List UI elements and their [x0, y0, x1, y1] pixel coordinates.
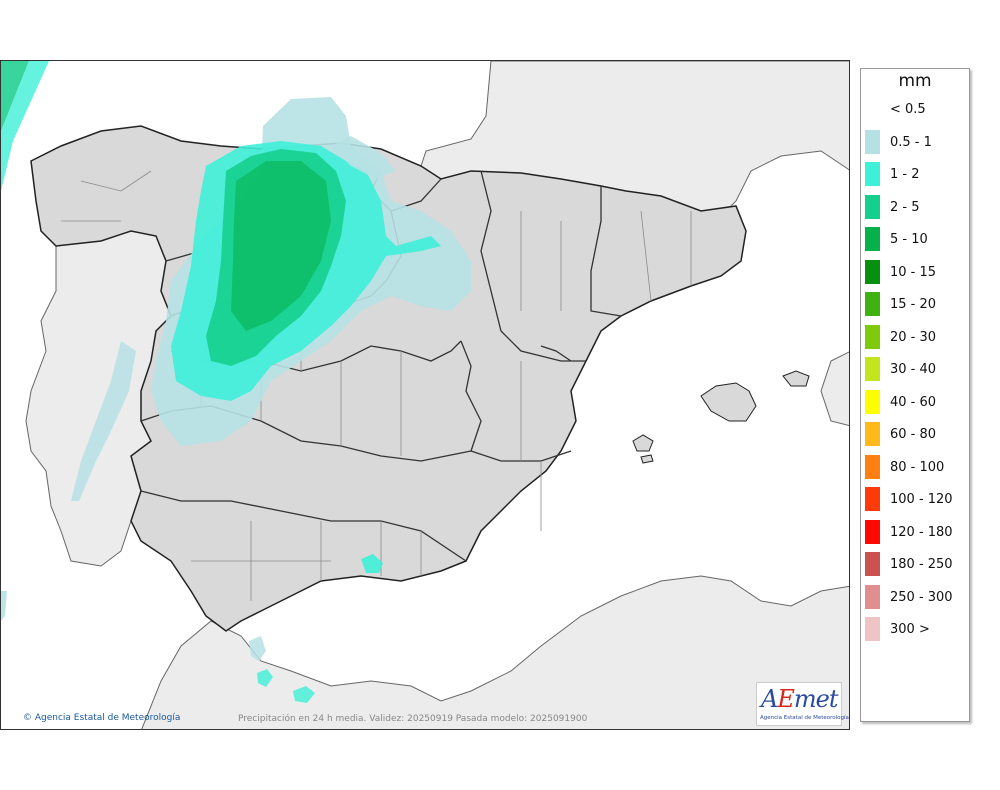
- legend-label: 60 - 80: [890, 427, 937, 442]
- legend-item: 1 - 2: [861, 162, 969, 186]
- aemet-logo-mark: AEmet: [761, 685, 838, 713]
- legend-item: 40 - 60: [861, 389, 969, 414]
- legend-swatch: [865, 519, 880, 544]
- aemet-logo-subtitle: Agencia Estatal de Meteorología: [760, 715, 849, 721]
- legend-swatch: [865, 97, 880, 121]
- legend-swatch: [865, 292, 880, 316]
- legend-swatch: [865, 454, 880, 479]
- legend-label: 180 - 250: [890, 557, 953, 572]
- legend-label: < 0.5: [890, 102, 926, 117]
- precip-0p5-1-portugal: [71, 341, 136, 501]
- legend-label: 300 >: [890, 622, 930, 637]
- legend-item: 60 - 80: [861, 422, 969, 446]
- legend-item: 20 - 30: [861, 324, 969, 349]
- legend-swatch: [865, 487, 880, 511]
- legend-item: 80 - 100: [861, 454, 969, 479]
- precip-0p5-1-cantabria: [331, 136, 396, 179]
- precip-5-10-north: [231, 161, 331, 331]
- legend-item: 180 - 250: [861, 552, 969, 576]
- legend-swatch: [865, 194, 880, 219]
- legend-swatch: [865, 552, 880, 576]
- italy-islands: [820, 351, 849, 427]
- legend-item: 0.5 - 1: [861, 129, 969, 154]
- legend-item: 120 - 180: [861, 519, 969, 544]
- legend-label: 40 - 60: [890, 394, 937, 410]
- credit-line: © Agencia Estatal de Meteorología: [23, 713, 180, 723]
- precip-1-2-morocco-a: [257, 669, 273, 687]
- legend-swatch: [865, 129, 880, 154]
- precip-0p5-1-morocco: [249, 636, 266, 661]
- map-caption: Precipitación en 24 h media. Validez: 20…: [238, 714, 588, 724]
- legend-item: 100 - 120: [861, 487, 969, 511]
- copyright-icon: ©: [23, 713, 32, 723]
- precip-atlantic-sw: [1, 591, 7, 621]
- legend-item: 250 - 300: [861, 584, 969, 609]
- legend-item: 2 - 5: [861, 194, 969, 219]
- mallorca: [700, 382, 757, 422]
- legend-label: 15 - 20: [890, 297, 937, 312]
- legend-label: 20 - 30: [890, 329, 937, 345]
- legend-swatch: [865, 584, 880, 609]
- legend-swatch: [865, 617, 880, 641]
- legend-item: 30 - 40: [861, 357, 969, 381]
- legend-label: 30 - 40: [890, 362, 937, 377]
- formentera: [640, 454, 654, 464]
- legend-swatch: [865, 357, 880, 381]
- legend-item: 10 - 15: [861, 259, 969, 284]
- precip-1-2-malaga: [361, 554, 383, 573]
- legend-unit: mm: [898, 71, 932, 91]
- precip-atlantic-nw-light: [1, 61, 49, 191]
- legend-swatch: [865, 259, 880, 284]
- legend-label: 100 - 120: [890, 492, 953, 507]
- legend-label: 2 - 5: [890, 199, 920, 215]
- precipitation-areas: [1, 61, 471, 703]
- legend-panel: mm < 0.5 0.5 - 1 1 - 2 2 - 5 5 - 10 10 - 15 15…: [860, 68, 970, 722]
- legend-label: 250 - 300: [890, 589, 953, 605]
- legend-label: 5 - 10: [890, 232, 928, 247]
- precip-1-2-morocco-b: [293, 686, 315, 703]
- legend-label: 0.5 - 1: [890, 134, 932, 150]
- map-canvas: [1, 61, 849, 729]
- legend-swatch: [865, 324, 880, 349]
- legend-swatch: [865, 422, 880, 446]
- legend-label: 10 - 15: [890, 264, 937, 280]
- legend-item: < 0.5: [861, 97, 969, 121]
- legend-swatch: [865, 162, 880, 186]
- legend-label: 1 - 2: [890, 167, 920, 182]
- ibiza: [632, 434, 654, 452]
- morocco-landmass: [141, 575, 849, 729]
- legend-item: 15 - 20: [861, 292, 969, 316]
- aemet-logo: AEmet Agencia Estatal de Meteorología: [756, 682, 849, 726]
- legend-item: 5 - 10: [861, 227, 969, 251]
- legend-label: 80 - 100: [890, 459, 945, 475]
- legend-label: 120 - 180: [890, 524, 953, 540]
- legend-swatch: [865, 227, 880, 251]
- credit-text: Agencia Estatal de Meteorología: [34, 713, 181, 723]
- precipitation-map: © Agencia Estatal de Meteorología Precip…: [0, 60, 850, 730]
- legend-item: 300 >: [861, 617, 969, 641]
- legend-swatch: [865, 389, 880, 414]
- menorca: [782, 370, 810, 387]
